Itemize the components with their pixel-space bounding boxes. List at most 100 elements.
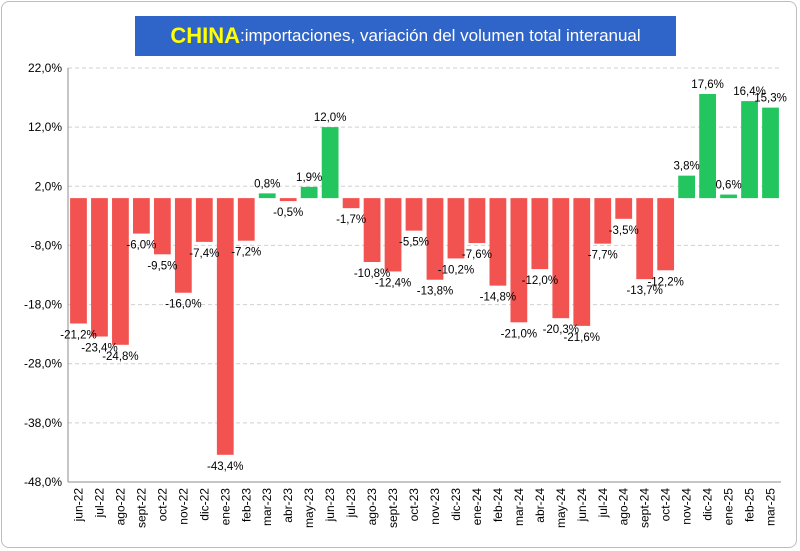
x-tick-label: may-24 bbox=[554, 488, 568, 528]
x-tick-label: jun-23 bbox=[323, 488, 337, 523]
x-tick-label: ene-24 bbox=[470, 488, 484, 526]
y-tick-label: 2,0% bbox=[35, 179, 63, 193]
data-label: -1,7% bbox=[336, 214, 366, 226]
bar bbox=[531, 198, 549, 270]
x-tick-label: sept-22 bbox=[134, 488, 148, 528]
x-tick-label: feb-24 bbox=[491, 488, 505, 522]
bar bbox=[594, 198, 612, 244]
data-label: -21,6% bbox=[564, 332, 600, 344]
bar bbox=[615, 198, 633, 219]
x-tick-label: nov-24 bbox=[680, 488, 694, 525]
bar bbox=[70, 198, 87, 324]
title-text: importaciones, variación del volumen tot… bbox=[244, 26, 641, 45]
data-label: -5,5% bbox=[399, 237, 429, 249]
bar bbox=[405, 198, 423, 231]
bar bbox=[174, 198, 192, 293]
bar bbox=[91, 198, 108, 337]
x-tick-label: jul-24 bbox=[596, 488, 610, 519]
bar bbox=[133, 198, 150, 234]
bar bbox=[699, 94, 716, 199]
bar bbox=[279, 198, 297, 202]
bar bbox=[363, 198, 381, 262]
x-tick-label: feb-25 bbox=[743, 488, 757, 522]
bar bbox=[573, 198, 591, 326]
bar bbox=[258, 193, 276, 199]
bar bbox=[552, 198, 570, 319]
data-label: -13,8% bbox=[417, 286, 453, 298]
data-label: 15,3% bbox=[754, 93, 787, 105]
data-label: -21,0% bbox=[501, 328, 537, 340]
x-tick-label: ago-23 bbox=[365, 488, 379, 526]
bar bbox=[636, 198, 654, 280]
x-tick-label: dic-24 bbox=[701, 488, 715, 521]
x-tick-label: jun-22 bbox=[71, 488, 85, 523]
x-tick-label: ago-24 bbox=[617, 488, 631, 526]
data-label: -12,4% bbox=[375, 277, 411, 289]
bar bbox=[468, 198, 486, 244]
bar bbox=[237, 198, 255, 241]
x-tick-label: may-23 bbox=[302, 488, 316, 528]
bar bbox=[153, 198, 171, 255]
bar bbox=[678, 175, 696, 199]
bar bbox=[384, 198, 402, 272]
x-tick-label: dic-22 bbox=[197, 488, 211, 521]
bar bbox=[342, 198, 360, 209]
title-separator: : bbox=[239, 26, 245, 45]
title-country: CHINA bbox=[170, 23, 240, 48]
data-label: 3,8% bbox=[674, 161, 700, 173]
data-label: 16,4% bbox=[733, 86, 766, 98]
x-tick-label: ene-25 bbox=[722, 488, 736, 526]
x-tick-label: feb-23 bbox=[239, 488, 253, 522]
y-tick-label: -28,0% bbox=[24, 357, 62, 371]
data-label: -0,5% bbox=[273, 207, 303, 219]
x-tick-label: jul-23 bbox=[344, 488, 358, 519]
x-tick-label: mar-24 bbox=[512, 488, 526, 526]
data-label: -10,8% bbox=[354, 268, 390, 280]
y-tick-label: 12,0% bbox=[28, 120, 62, 134]
data-label: 17,6% bbox=[691, 79, 724, 91]
x-tick-label: nov-23 bbox=[428, 488, 442, 525]
data-label: -7,6% bbox=[462, 249, 492, 261]
x-tick-label: sept-23 bbox=[386, 488, 400, 528]
x-tick-label: jul-22 bbox=[92, 488, 106, 519]
x-tick-label: jun-24 bbox=[575, 488, 589, 523]
bar bbox=[762, 107, 779, 199]
data-label: -24,8% bbox=[102, 351, 138, 363]
y-tick-label: -48,0% bbox=[24, 475, 62, 489]
data-label: -9,5% bbox=[147, 260, 177, 272]
x-tick-label: oct-22 bbox=[155, 488, 169, 522]
bar bbox=[195, 198, 213, 242]
x-tick-label: abr-23 bbox=[281, 488, 295, 523]
x-tick-label: ago-22 bbox=[113, 488, 127, 526]
x-tick-label: mar-25 bbox=[764, 488, 778, 526]
x-tick-label: oct-23 bbox=[407, 488, 421, 522]
y-tick-label: -8,0% bbox=[31, 238, 63, 252]
y-tick-label: 22,0% bbox=[28, 61, 62, 75]
bar bbox=[489, 198, 507, 286]
data-label: 0,8% bbox=[254, 178, 280, 190]
bar bbox=[216, 198, 234, 455]
data-label: -12,2% bbox=[647, 276, 683, 288]
data-label: 1,9% bbox=[296, 172, 322, 184]
data-label: -20,3% bbox=[543, 324, 579, 336]
data-label: -10,2% bbox=[438, 264, 474, 276]
chart-title: CHINA: importaciones, variación del volu… bbox=[135, 16, 676, 56]
x-tick-label: dic-23 bbox=[449, 488, 463, 521]
y-tick-label: -38,0% bbox=[24, 416, 62, 430]
bar bbox=[321, 127, 339, 199]
data-label: -6,0% bbox=[126, 240, 156, 252]
data-label: -13,7% bbox=[626, 285, 662, 297]
x-tick-label: abr-24 bbox=[533, 488, 547, 523]
data-label: 0,6% bbox=[715, 180, 741, 192]
data-label: -23,4% bbox=[81, 343, 117, 355]
data-label: -21,2% bbox=[60, 329, 96, 341]
bar bbox=[112, 198, 129, 345]
bar bbox=[741, 101, 758, 199]
data-label: -16,0% bbox=[165, 299, 201, 311]
data-label: -14,8% bbox=[480, 292, 516, 304]
bar bbox=[657, 198, 675, 271]
x-tick-label: oct-24 bbox=[659, 488, 673, 522]
bar bbox=[426, 198, 444, 280]
